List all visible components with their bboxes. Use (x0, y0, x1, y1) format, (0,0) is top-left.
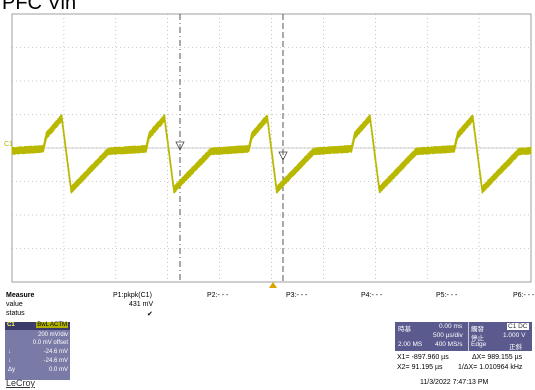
trigger-position-marker (269, 282, 277, 288)
channel-vdiv: 200 mV/div (5, 332, 68, 338)
lecroy-logo: LeCroy (6, 378, 35, 388)
measure-status-label: status (6, 310, 25, 317)
measure-value-label: value (6, 301, 23, 308)
channel-panel-header: C1 BwL ACTM (5, 322, 70, 330)
channel-offset: 0.0 mV offset (5, 340, 68, 346)
timebase-label: 時基 (398, 323, 411, 333)
timestamp: 11/3/2022 7:47:13 PM (420, 379, 488, 386)
trigger-slope: 正斜 (509, 341, 522, 351)
channel-tags-badge: BwL ACTM (36, 322, 68, 328)
measure-status-row: status ✔ (6, 310, 531, 320)
measure-header: Measure (6, 292, 34, 299)
channel-marker: C1 (4, 141, 13, 148)
oscilloscope-grid: C1 (0, 0, 535, 290)
measure-param-p5[interactable]: P5:- - - (436, 292, 457, 299)
timebase-tdiv: 500 µs/div (433, 332, 463, 339)
channel-cursor2-value: -24.6 mV (5, 358, 68, 364)
measure-param-p1[interactable]: P1:pkpk(C1) (113, 292, 152, 299)
timebase-trigger-panel[interactable]: 時基 0.00 ms 500 µs/div 2.00 MS 400 MS/s 觸… (395, 322, 532, 351)
channel-name: C1 (7, 322, 15, 328)
cursor-x1-readout: X1= -897.960 µs (397, 354, 449, 361)
timebase-divider (468, 322, 469, 351)
timebase-rate: 400 MS/s (435, 341, 462, 348)
channel-cursor1-value: -24.6 mV (5, 349, 68, 355)
timebase-delay: 0.00 ms (439, 323, 462, 330)
trigger-channel-badge: C1 DC (507, 323, 529, 330)
measure-param-p2[interactable]: P2:- - - (207, 292, 228, 299)
measure-value-p1: 431 mV (129, 301, 153, 308)
cursor-dx-readout: ΔX= 989.155 µs (472, 354, 522, 361)
measure-param-p6[interactable]: P6:- - - (513, 292, 534, 299)
trigger-level: 1.000 V (503, 332, 525, 339)
cursor-inverse-dx-readout: 1/ΔX= 1.010964 kHz (458, 364, 522, 371)
measure-param-p3[interactable]: P3:- - - (286, 292, 307, 299)
cursor-x2-readout: X2= 91.195 µs (397, 364, 442, 371)
measure-param-p4[interactable]: P4:- - - (361, 292, 382, 299)
channel-delta-value: 0.0 mV (5, 367, 68, 373)
channel-c1-panel[interactable]: C1 BwL ACTM 200 mV/div 0.0 mV offset ↓ -… (5, 322, 70, 380)
status-check-icon: ✔ (147, 310, 153, 318)
timebase-samples: 2.00 MS (398, 341, 422, 348)
trigger-type: Edge (471, 341, 486, 348)
